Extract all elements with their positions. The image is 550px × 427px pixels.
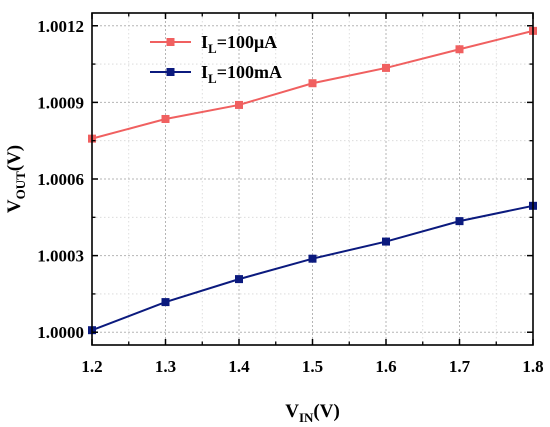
series-2-line	[91, 204, 534, 332]
y-tick-label: 1.0009	[37, 93, 84, 112]
axis-ticks: 1.2 1.3 1.4 1.5 1.6 1.7 1.8 1.0000 1.0003 1.0006 1…	[37, 13, 544, 376]
series-2-marker	[161, 298, 170, 307]
y-tick-label: 1.0003	[37, 247, 84, 266]
y-tick-label: 1.0000	[37, 323, 84, 342]
series-2-marker	[308, 254, 317, 263]
series-1-marker	[455, 45, 464, 54]
series-2-marker	[382, 237, 390, 246]
series-1-marker	[308, 79, 317, 88]
x-tick-label: 1.4	[228, 357, 250, 376]
y-tick-label: 1.0012	[37, 17, 84, 36]
x-tick-label: 1.2	[81, 357, 102, 376]
series-1-marker	[161, 114, 170, 123]
y-tick-label: 1.0006	[37, 170, 84, 189]
legend: IL=100μA IL=100mA	[150, 32, 282, 86]
x-tick-label: 1.6	[375, 357, 396, 376]
x-tick-label: 1.8	[522, 357, 543, 376]
legend-label: IL=100mA	[201, 62, 282, 86]
series-2-marker	[455, 217, 464, 226]
x-tick-label: 1.7	[449, 357, 471, 376]
legend-marker	[166, 38, 175, 46]
legend-item-2: IL=100mA	[150, 62, 282, 86]
legend-item-1: IL=100μA	[150, 32, 277, 56]
x-axis-title: VIN(V)	[285, 401, 340, 425]
series-2-marker	[235, 275, 243, 284]
y-axis-title: VOUT(V)	[4, 145, 28, 213]
series-1-marker	[235, 100, 243, 109]
x-tick-label: 1.5	[302, 357, 323, 376]
legend-marker	[166, 68, 175, 76]
x-tick-label: 1.3	[155, 357, 176, 376]
legend-label: IL=100μA	[201, 32, 277, 56]
grid	[92, 13, 533, 345]
series-1-marker	[382, 63, 390, 72]
